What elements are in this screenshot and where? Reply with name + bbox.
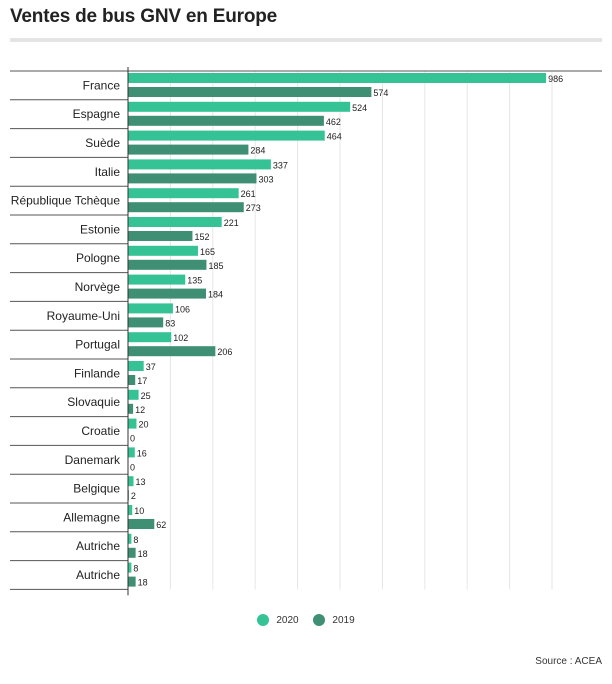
bar-2020 [128, 505, 133, 515]
bar-2019 [128, 317, 164, 328]
data-label: 106 [175, 304, 190, 314]
bar-2020 [128, 159, 271, 170]
data-label: 152 [194, 232, 209, 242]
bar-2019 [128, 547, 136, 558]
legend-label-2020: 2020 [276, 614, 299, 626]
legend-swatch-2020 [257, 614, 270, 626]
bar-2020 [128, 101, 351, 112]
data-label: 221 [224, 218, 239, 228]
legend-swatch-2019 [313, 614, 326, 626]
data-label: 165 [200, 247, 215, 257]
data-label: 37 [146, 362, 156, 372]
data-label: 8 [133, 564, 138, 574]
data-label: 12 [135, 405, 145, 415]
bar-2019 [128, 173, 257, 184]
data-label: 574 [373, 88, 388, 98]
category-label: Danemark [65, 453, 121, 467]
data-label: 184 [208, 290, 223, 300]
data-label: 16 [137, 448, 147, 458]
legend-label-2019: 2019 [332, 614, 355, 626]
bar-2019 [128, 576, 136, 587]
bar-2019 [128, 375, 136, 385]
legend-item-2019[interactable]: 2019 [313, 614, 355, 626]
bar-chart: France 986 574 Espagne 524 462 Suède 464 284 Ital… [10, 67, 602, 596]
data-label: 62 [156, 520, 166, 530]
category-label: Portugal [75, 338, 120, 352]
data-label: 0 [130, 434, 135, 444]
bar-2020 [128, 389, 139, 400]
bar-2019 [128, 403, 134, 414]
data-label: 18 [138, 549, 148, 559]
data-label: 25 [141, 391, 151, 401]
data-label: 185 [208, 261, 223, 271]
data-label: 8 [133, 535, 138, 545]
data-label: 102 [173, 333, 188, 343]
data-label: 20 [138, 420, 148, 430]
category-label: Italie [95, 165, 121, 179]
data-label: 135 [187, 276, 202, 286]
legend-item-2020[interactable]: 2020 [257, 614, 299, 626]
bar-2020 [128, 562, 132, 573]
bar-2019 [128, 288, 207, 299]
source-note: Source : ACEA [535, 656, 602, 667]
bar-2020 [128, 73, 547, 83]
chart-title: Ventes de bus GNV en Europe [10, 6, 278, 27]
category-label: Espagne [73, 107, 121, 121]
category-label: Autriche [76, 539, 120, 553]
category-label: Finlande [74, 366, 120, 380]
category-label: Croatie [81, 424, 120, 438]
data-label: 337 [273, 160, 288, 170]
category-label: Suède [85, 136, 120, 150]
category-label: Belgique [73, 482, 120, 496]
bar-2019 [128, 144, 249, 155]
data-label: 986 [548, 74, 563, 84]
bar-2020 [128, 447, 135, 458]
data-label: 303 [258, 174, 273, 184]
category-label: Norvège [75, 280, 121, 294]
bar-2020 [128, 303, 173, 314]
data-label: 10 [134, 506, 144, 516]
data-label: 273 [246, 203, 261, 213]
data-label: 284 [250, 146, 265, 156]
data-label: 464 [327, 132, 342, 142]
category-label: Autriche [76, 568, 120, 582]
data-label: 0 [130, 462, 135, 472]
bar-2019 [128, 519, 155, 529]
data-label: 2 [131, 491, 136, 501]
category-label: Pologne [76, 251, 120, 265]
bar-2020 [128, 476, 134, 487]
bar-2019 [128, 231, 193, 241]
bar-2020 [128, 217, 222, 227]
bar-2019 [128, 87, 372, 97]
data-label: 261 [241, 189, 256, 199]
title-divider [10, 38, 602, 42]
category-label: France [83, 78, 121, 92]
bar-2020 [128, 130, 325, 141]
category-label: République Tchèque [11, 194, 121, 208]
data-label: 18 [138, 578, 148, 588]
bar-2019 [128, 115, 324, 126]
legend: 2020 2019 [0, 614, 612, 629]
category-label: Slovaquie [67, 395, 120, 409]
data-label: 462 [326, 117, 341, 127]
bar-2020 [128, 188, 239, 199]
bar-2020 [128, 245, 198, 256]
bar-2020 [128, 361, 144, 371]
bar-2020 [128, 533, 132, 544]
bar-2019 [128, 346, 216, 357]
bar-2020 [128, 332, 172, 343]
bar-2019 [128, 259, 207, 270]
data-label: 83 [165, 318, 175, 328]
bar-2020 [128, 274, 186, 285]
category-label: Royaume-Uni [47, 309, 120, 323]
bar-2020 [128, 418, 137, 429]
bar-2019 [128, 202, 244, 213]
category-label: Estonie [80, 222, 120, 236]
data-label: 17 [137, 376, 147, 386]
data-label: 206 [217, 347, 232, 357]
category-label: Allemagne [63, 510, 120, 524]
data-label: 13 [136, 477, 146, 487]
data-label: 524 [352, 103, 367, 113]
